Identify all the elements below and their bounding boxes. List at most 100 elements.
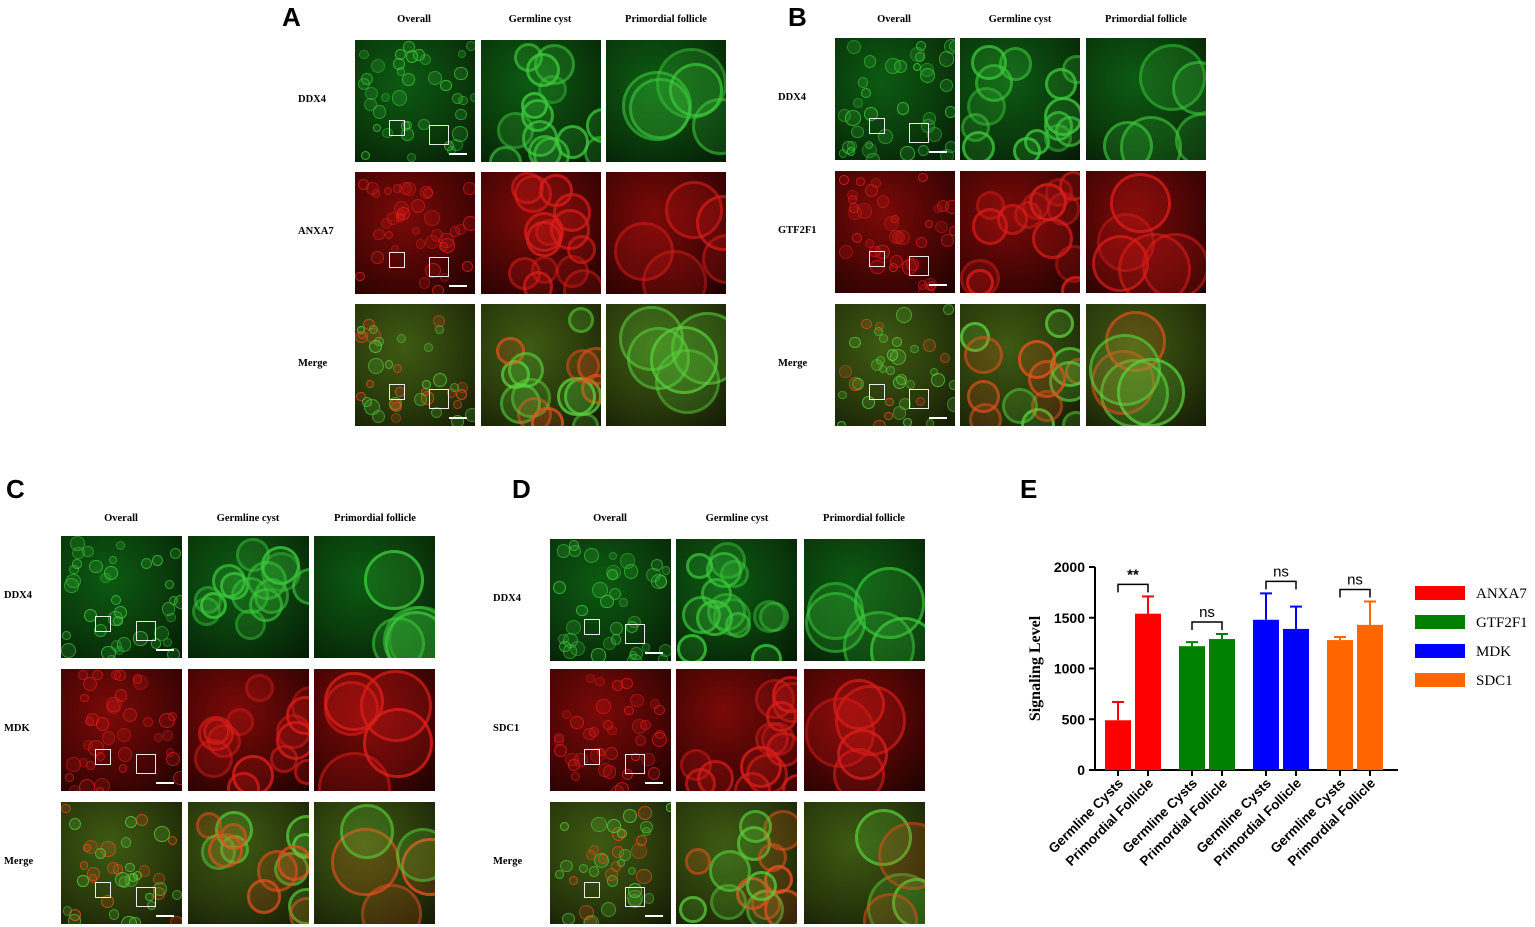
micrograph-tile xyxy=(606,40,726,162)
cell-blob xyxy=(415,239,426,250)
cell-blob xyxy=(939,78,954,93)
cell-blob xyxy=(108,908,120,920)
cell-blob xyxy=(384,230,394,240)
cell-blob xyxy=(960,258,1000,293)
cell-blob xyxy=(861,142,878,159)
cell-blob xyxy=(432,315,445,328)
cell-blob xyxy=(627,894,642,909)
cell-blob xyxy=(469,92,475,103)
cell-blob xyxy=(153,625,170,642)
cell-blob xyxy=(418,277,431,290)
zoom-box xyxy=(136,754,157,775)
legend-label: MDK xyxy=(1476,644,1511,660)
cell-blob xyxy=(364,550,425,610)
y-tick-label: 2000 xyxy=(1054,559,1085,575)
cell-blob xyxy=(118,747,133,762)
cell-blob xyxy=(140,557,152,569)
micrograph-tile xyxy=(355,40,475,162)
cell-blob xyxy=(596,699,611,714)
micrograph-tile xyxy=(804,539,925,661)
cell-blob xyxy=(95,717,110,732)
cell-blob xyxy=(863,55,876,68)
cell-blob xyxy=(610,622,624,636)
cell-blob xyxy=(528,135,563,162)
cell-blob xyxy=(621,677,633,690)
cell-blob xyxy=(165,752,181,767)
cell-blob xyxy=(245,673,274,703)
cell-blob xyxy=(286,696,309,736)
row-label: DDX4 xyxy=(493,593,521,604)
cell-blob xyxy=(676,633,707,661)
cell-blob xyxy=(569,641,585,657)
cell-blob xyxy=(61,803,71,814)
cell-blob xyxy=(360,151,371,161)
column-header: Germline cyst xyxy=(705,513,769,524)
cell-blob xyxy=(360,72,373,85)
cell-blob xyxy=(896,306,913,323)
cell-blob xyxy=(588,866,600,877)
scale-bar xyxy=(929,284,947,286)
cell-blob xyxy=(168,836,178,846)
cell-blob xyxy=(373,124,382,133)
cell-blob xyxy=(939,149,954,160)
panel-letter: C xyxy=(6,474,25,504)
cell-blob xyxy=(420,186,433,199)
cell-blob xyxy=(164,579,174,589)
scale-bar xyxy=(929,417,947,419)
cell-blob xyxy=(746,870,777,902)
cell-blob xyxy=(948,39,955,52)
cell-blob xyxy=(67,914,82,924)
zoom-box xyxy=(868,383,885,400)
cell-blob xyxy=(373,105,387,119)
cell-blob xyxy=(400,121,411,131)
cell-blob xyxy=(154,826,170,842)
row-label: DDX4 xyxy=(778,92,806,103)
cell-blob xyxy=(885,397,894,407)
cell-blob xyxy=(846,39,861,54)
cell-blob xyxy=(931,373,945,387)
micrograph-tile xyxy=(1086,171,1206,293)
cell-blob xyxy=(1012,137,1041,160)
cell-blob xyxy=(455,389,468,401)
cell-blob xyxy=(856,203,873,219)
cell-blob xyxy=(432,284,444,294)
cell-blob xyxy=(355,271,365,281)
cell-blob xyxy=(590,816,607,833)
cell-blob xyxy=(606,569,618,581)
zoom-box xyxy=(909,389,930,410)
cell-blob xyxy=(288,896,309,924)
cell-blob xyxy=(83,839,98,854)
cell-blob xyxy=(892,230,906,245)
cell-blob xyxy=(92,669,103,681)
micrograph-tile xyxy=(676,539,797,661)
cell-blob xyxy=(851,378,864,391)
cell-blob xyxy=(622,769,634,781)
cell-blob xyxy=(758,843,787,872)
cell-blob xyxy=(838,390,847,400)
cell-blob xyxy=(64,772,74,783)
cell-blob xyxy=(93,624,107,638)
zoom-box xyxy=(388,251,405,268)
cell-blob xyxy=(918,144,930,156)
significance-label: ns xyxy=(1273,563,1289,580)
y-tick-label: 1500 xyxy=(1054,610,1085,626)
cell-blob xyxy=(450,383,460,393)
cell-blob xyxy=(916,396,926,406)
cell-blob xyxy=(655,729,665,739)
cell-blob xyxy=(393,184,403,193)
cell-blob xyxy=(838,149,847,158)
cell-blob xyxy=(851,125,864,139)
cell-blob xyxy=(371,189,381,199)
cell-blob xyxy=(649,698,661,710)
cell-blob xyxy=(355,330,369,344)
cell-blob xyxy=(339,803,395,859)
cell-blob xyxy=(852,98,863,108)
cell-blob xyxy=(370,59,385,74)
zoom-box xyxy=(429,125,450,146)
cell-blob xyxy=(766,731,797,767)
cell-blob xyxy=(851,232,863,244)
cell-blob xyxy=(95,786,104,791)
cell-blob xyxy=(638,806,652,821)
cell-blob xyxy=(463,182,475,195)
cell-blob xyxy=(411,198,425,213)
